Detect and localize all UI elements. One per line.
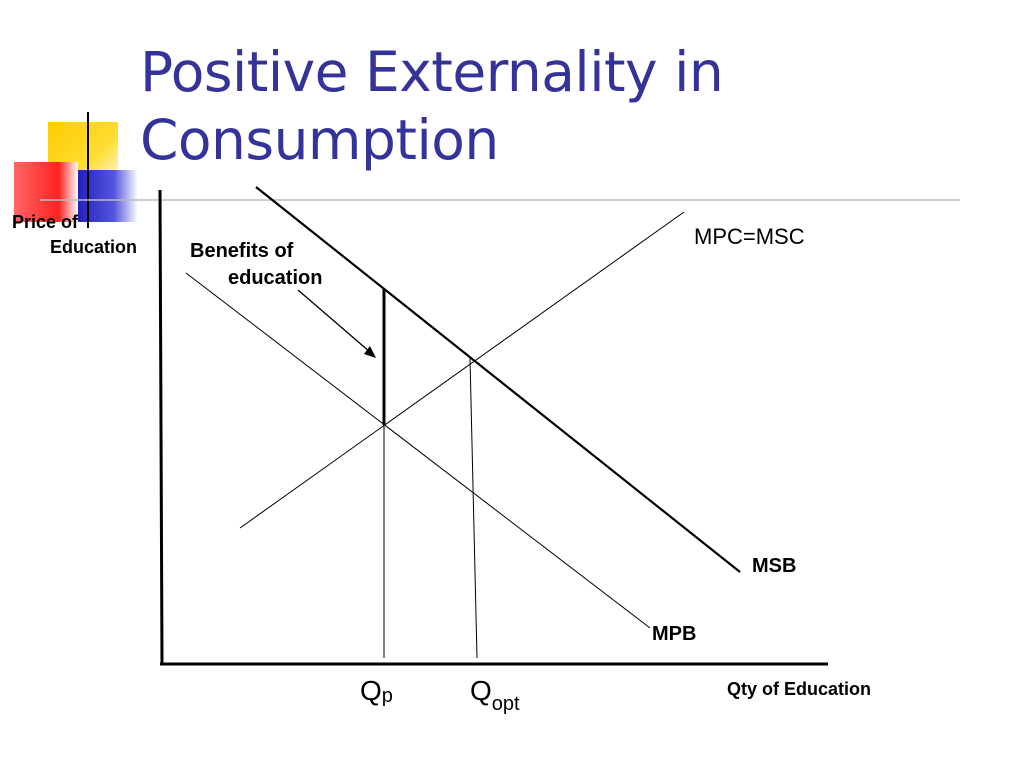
mpc-msc-label: MPC=MSC — [694, 224, 805, 249]
qopt-label-main: Q — [470, 675, 492, 706]
qopt-label: Qopt — [470, 675, 520, 715]
slide-title: Positive Externality in Consumption — [140, 38, 724, 174]
mpc-msc-curve — [239, 211, 685, 529]
qp-label-subscript: p — [382, 685, 393, 707]
msb-curve — [255, 186, 741, 573]
msb-label: MSB — [752, 555, 796, 577]
x-axis-label: Qty of Education — [727, 679, 871, 699]
y-axis — [158, 189, 164, 666]
annotation-label-line2: education — [228, 267, 322, 289]
annotation-arrow-shaft — [297, 289, 371, 353]
y-axis-label-line2: Education — [50, 237, 137, 257]
annotation-arrow-head — [364, 346, 376, 358]
qp-label-main: Q — [360, 675, 382, 706]
qopt-label-subscript: opt — [492, 693, 520, 715]
deco-red-square — [14, 162, 78, 222]
qopt-dropline — [469, 357, 478, 659]
slide-title-line2: Consumption — [140, 108, 499, 172]
mpb-label: MPB — [652, 623, 696, 645]
annotation-label-line1: Benefits of — [190, 240, 294, 262]
mpb-curve — [185, 272, 651, 629]
y-axis-label-line1: Price of — [12, 212, 79, 232]
slide-title-line1: Positive Externality in — [140, 40, 724, 104]
qp-label: Qp — [360, 675, 393, 707]
